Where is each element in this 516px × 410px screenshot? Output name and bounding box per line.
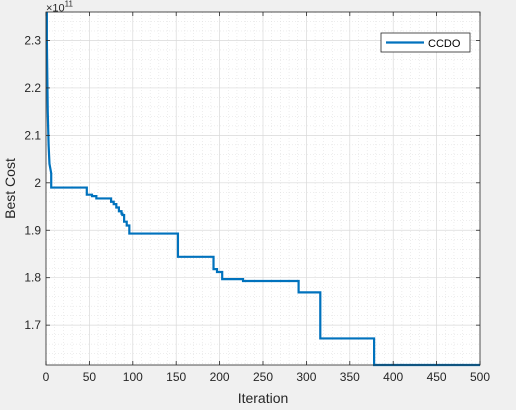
y-tick-label: 1.8 [24,271,41,285]
series-layer [45,12,480,367]
x-tick-label: 0 [43,370,50,384]
y-axis-label: Best Cost [2,158,18,219]
y-axis-exponent-power: 11 [65,0,74,9]
y-tick-label: 2.1 [24,128,41,142]
y-tick-label: 1.7 [24,318,41,332]
legend: CCDO [380,32,471,53]
y-axis-ticks: 1.7 1.8 1.9 2 2.1 2.2 2.3 [24,33,480,332]
y-tick-label: 2.2 [24,81,41,95]
x-tick-label: 350 [340,370,360,384]
y-tick-label: 2.3 [24,33,41,47]
x-tick-label: 500 [470,370,490,384]
x-tick-label: 400 [383,370,403,384]
x-tick-label: 450 [427,370,447,384]
x-axis-label: Iteration [238,390,289,406]
x-tick-label: 250 [253,370,273,384]
series-line-ccdo [45,12,480,367]
x-axis-ticks: 0 50 100 150 200 250 300 350 400 450 500 [43,12,490,384]
y-axis-exponent: ×1011 [46,0,74,15]
x-tick-label: 150 [166,370,186,384]
x-tick-label: 50 [83,370,97,384]
x-tick-label: 100 [123,370,143,384]
y-tick-label: 1.9 [24,223,41,237]
legend-label-ccdo: CCDO [428,38,461,50]
legend-box [380,32,471,53]
y-tick-label: 2 [34,176,41,190]
major-grid [46,12,480,365]
y-axis-exponent-base: ×10 [46,3,65,15]
x-tick-label: 300 [296,370,316,384]
x-tick-label: 200 [210,370,230,384]
